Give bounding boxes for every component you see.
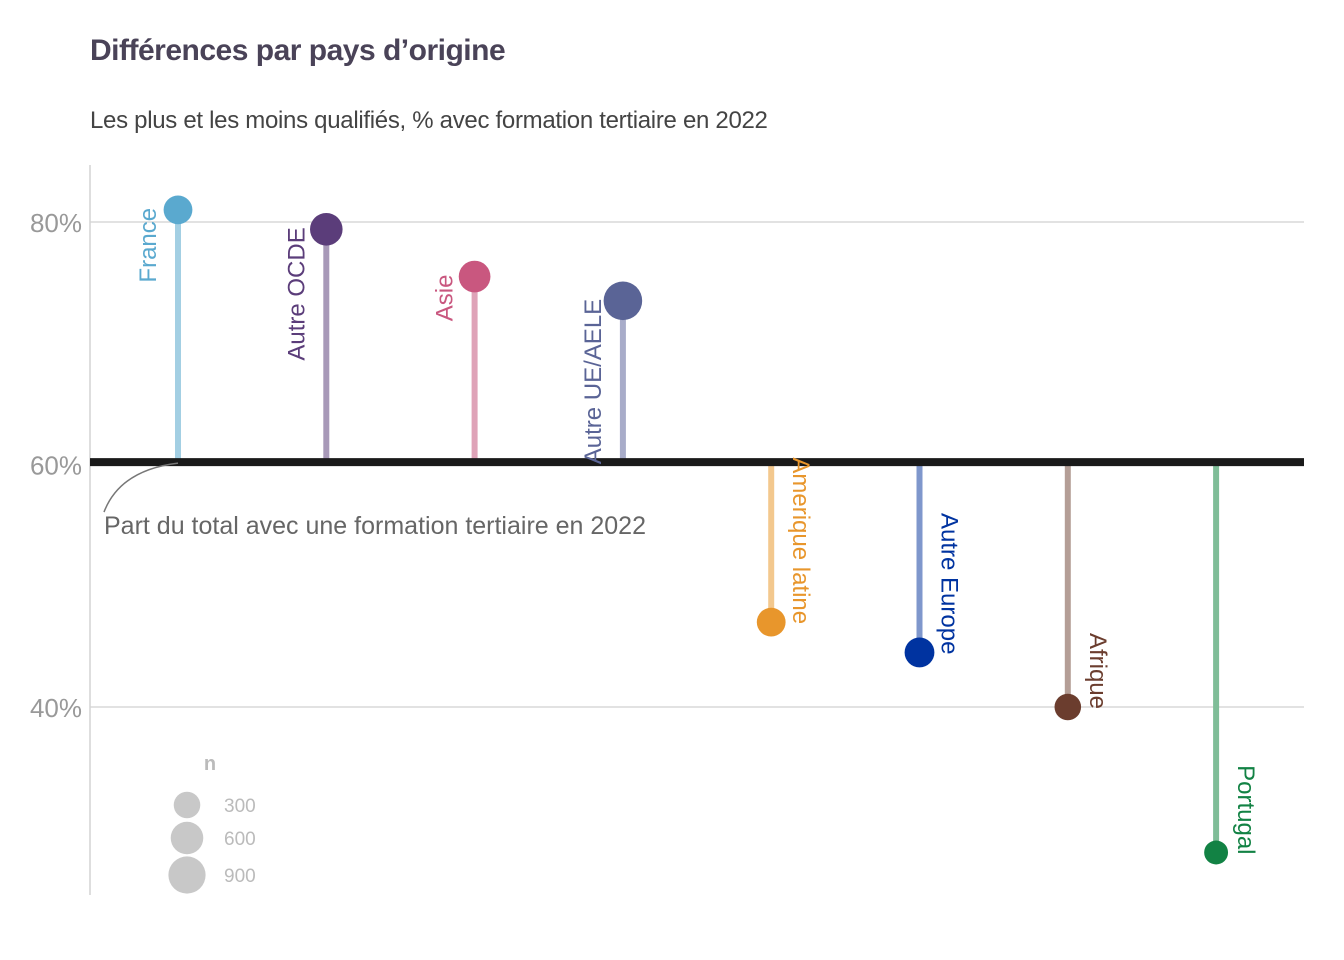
category-label: Asie xyxy=(432,275,459,322)
category-label: Portugal xyxy=(1232,765,1259,854)
size-legend-label: 600 xyxy=(224,829,256,850)
category-label: France xyxy=(135,208,162,283)
category-labels: France Autre OCDE Asie Autre UE/AELE Ameriqu… xyxy=(135,208,1259,855)
lollipop-stems xyxy=(175,209,1220,853)
size-legend-circle xyxy=(173,791,201,819)
size-legend-title: n xyxy=(204,753,216,775)
y-tick-label: 40% xyxy=(30,693,82,723)
chart-subtitle: Les plus et les moins qualifiés, % avec … xyxy=(90,107,768,134)
size-legend-label: 300 xyxy=(224,796,256,817)
y-tick-label: 60% xyxy=(30,451,82,481)
lollipop-dot xyxy=(1204,840,1229,865)
reference-annotation-label: Part du total avec une formation tertiai… xyxy=(104,512,646,540)
size-legend-circle xyxy=(168,856,206,894)
size-legend: n 300 600 900 xyxy=(168,753,256,894)
category-label: Afrique xyxy=(1084,633,1111,709)
lollipop-dot xyxy=(163,195,193,225)
lollipop-dot xyxy=(1054,693,1082,721)
reference-annotation-arrow xyxy=(103,462,179,513)
lollipop-dot xyxy=(310,212,343,246)
category-label: Autre OCDE xyxy=(283,227,310,360)
size-legend-circle xyxy=(170,821,204,855)
lollipop-dots xyxy=(163,195,1229,865)
category-label: Autre Europe xyxy=(936,513,963,654)
lollipop-dot xyxy=(458,260,491,293)
category-label: Amerique latine xyxy=(787,457,814,624)
category-label: Autre UE/AELE xyxy=(580,299,607,464)
lollipop-dot xyxy=(756,607,786,637)
chart-title: Différences par pays d’origine xyxy=(90,34,506,67)
size-legend-label: 900 xyxy=(224,866,256,887)
y-tick-label: 80% xyxy=(30,208,82,238)
y-tick-labels: 40% 60% 80% xyxy=(30,208,82,723)
lollipop-dot xyxy=(904,637,935,668)
lollipop-dot xyxy=(603,281,643,321)
